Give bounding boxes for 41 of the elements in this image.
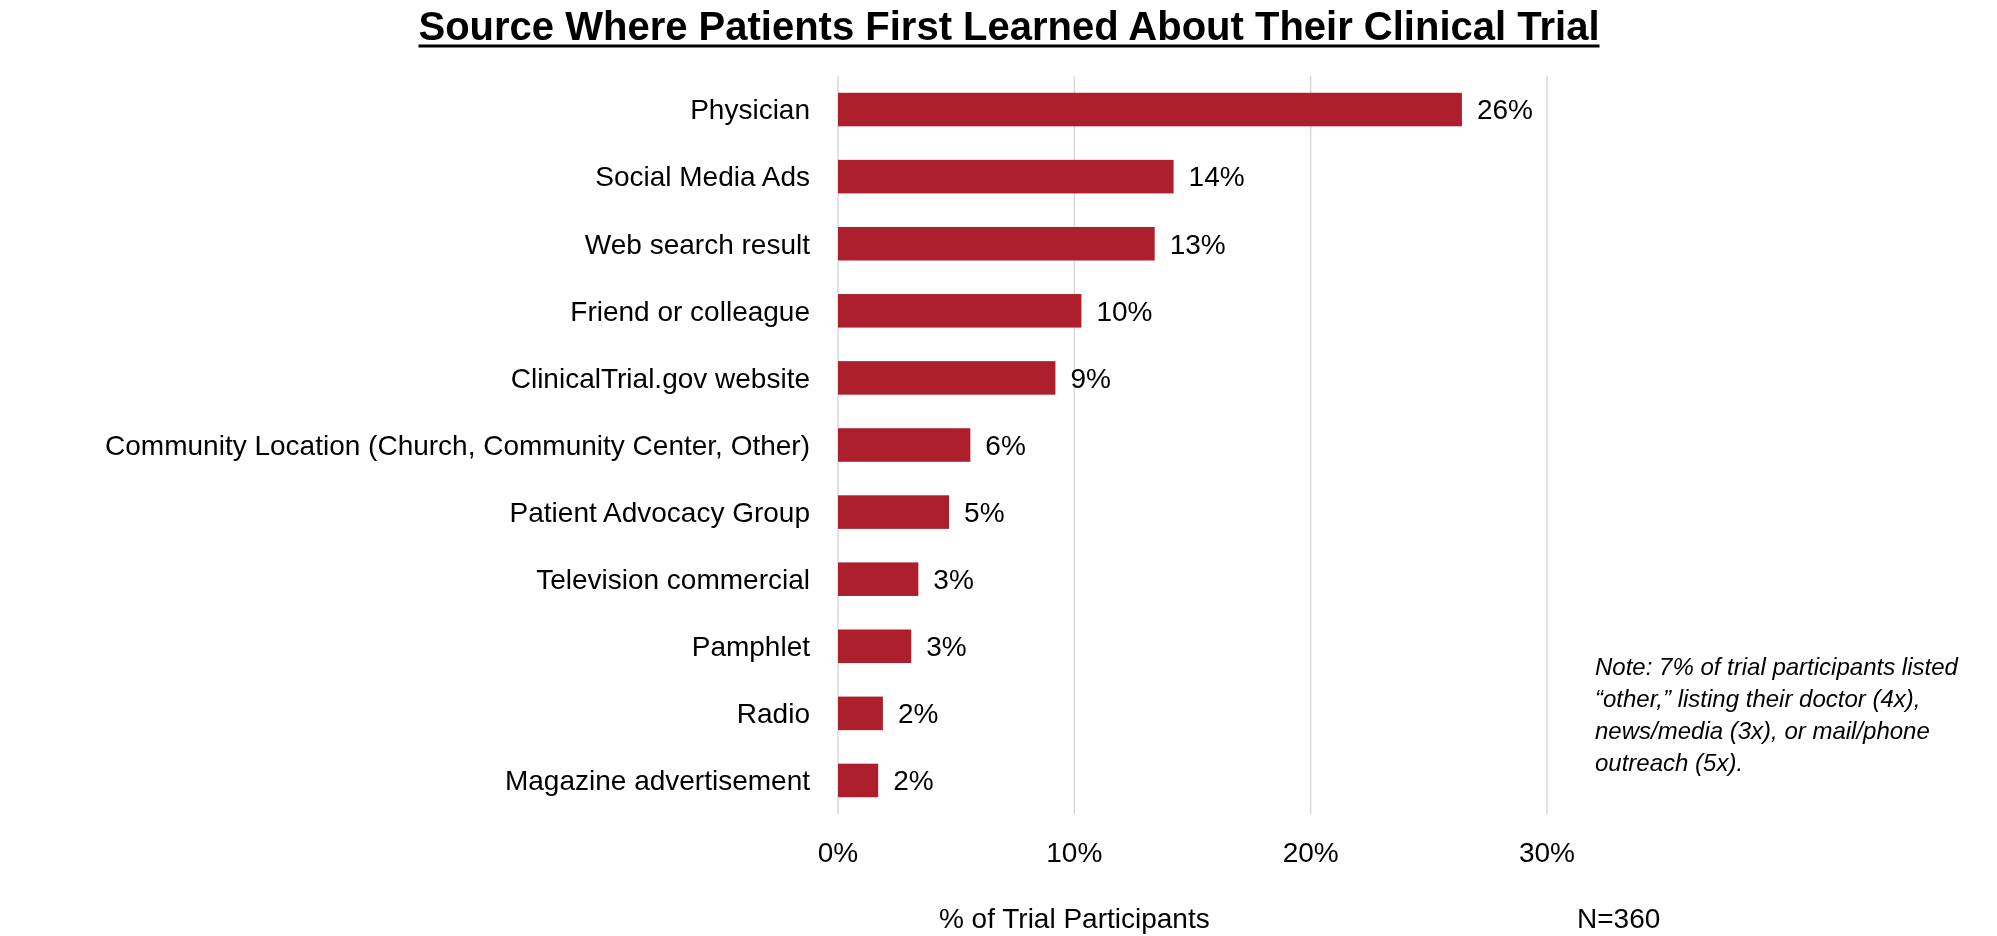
- data-label: 14%: [1188, 161, 1245, 193]
- bar: [838, 629, 912, 664]
- y-tick-label: Radio: [736, 698, 810, 730]
- data-label: 3%: [933, 563, 974, 595]
- bar: [838, 159, 1174, 194]
- data-label: 10%: [1096, 295, 1153, 327]
- text: N=360: [1577, 903, 1661, 934]
- bar: [838, 495, 950, 529]
- x-tick-label: 30%: [1518, 837, 1576, 868]
- bar: [838, 92, 1462, 127]
- bar: [838, 428, 971, 462]
- x-tick-label: 10%: [1046, 837, 1103, 868]
- y-tick-label: Friend or colleague: [570, 295, 810, 327]
- x-axis-title: % of Trial Participants: [938, 903, 1210, 934]
- bar: [838, 226, 1155, 261]
- y-tick-label: ClinicalTrial.gov website: [510, 362, 810, 394]
- data-label: 5%: [964, 496, 1005, 528]
- y-tick-label: Physician: [690, 94, 810, 126]
- data-label: 3%: [926, 631, 967, 663]
- x-tick-label: 20%: [1282, 837, 1339, 868]
- y-tick-label: Web search result: [584, 228, 811, 260]
- data-label: 9%: [1070, 362, 1111, 394]
- data-label: 6%: [985, 429, 1026, 461]
- bar: [838, 562, 919, 596]
- bar: [838, 696, 883, 731]
- text: Note: 7% of trial participants listed “other,” listing their doctor (4x), news/media (3x), or mail/phone outreach (5x).: [1595, 653, 1959, 776]
- bar: [838, 763, 879, 798]
- bar: [838, 294, 1082, 328]
- y-tick-label: Television commercial: [536, 563, 810, 595]
- y-tick-label: Magazine advertisement: [504, 765, 811, 797]
- bar: [838, 361, 1056, 395]
- data-label: 13%: [1169, 228, 1226, 260]
- y-tick-label: Pamphlet: [691, 631, 811, 663]
- y-tick-label: Social Media Ads: [595, 161, 810, 193]
- x-tick-label: 0%: [817, 837, 859, 868]
- data-label: 26%: [1476, 94, 1533, 126]
- y-tick-label: Patient Advocacy Group: [509, 496, 810, 528]
- data-label: 2%: [893, 765, 934, 797]
- chart-title: Source Where Patients First Learned About Their Clinical Trial: [418, 4, 1600, 48]
- y-tick-label: Community Location (Church, Community Center, Other): [105, 429, 810, 461]
- data-label: 2%: [897, 698, 939, 730]
